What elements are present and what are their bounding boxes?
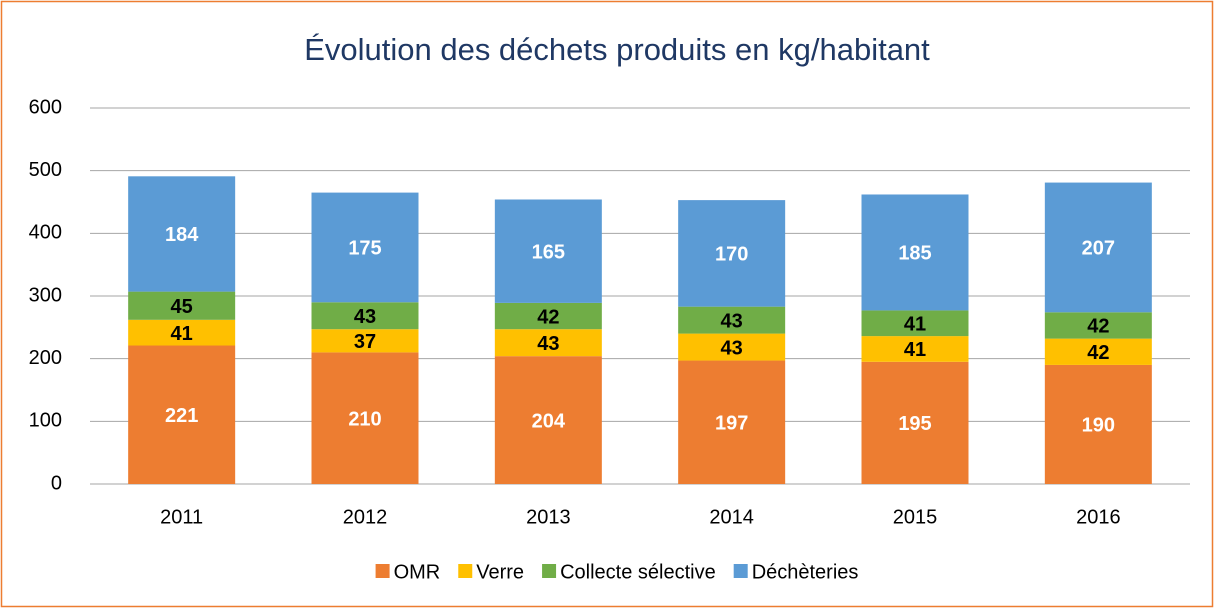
data-label: 197 [715,413,748,435]
data-label: 43 [721,310,743,332]
data-label: 41 [904,314,926,336]
data-label: 207 [1082,238,1115,260]
y-tick-label: 300 [29,284,62,306]
bar-segment [678,306,786,334]
bar-segment [494,356,602,484]
x-tick-label: 2014 [709,506,754,528]
data-label: 195 [898,413,931,435]
legend-label: Verre [476,561,524,583]
bar-segment [1044,364,1152,484]
bar-segment [311,352,419,484]
legend-label: Déchèteries [752,561,859,583]
bar-segment [861,361,969,484]
chart-title: Évolution des déchets produits en kg/hab… [304,32,930,67]
data-label: 41 [904,339,926,361]
plot-area: 0 100 200 300 400 500 600 2011 221 41 45 184 2012 210… [29,96,1190,528]
bar-segment [128,319,236,346]
bar-segment [678,360,786,484]
y-tick-label: 500 [29,159,62,181]
data-label: 221 [165,405,198,427]
data-label: 43 [721,337,743,359]
bar-segment [494,329,602,357]
data-label: 185 [898,243,931,265]
bar-segment [861,194,969,311]
bar-segment [861,336,969,362]
bar-segment [494,302,602,330]
data-label: 42 [537,306,559,328]
data-label: 170 [715,244,748,266]
data-label: 43 [354,306,376,328]
legend-swatch [458,564,473,578]
y-tick-label: 600 [29,96,62,118]
data-label: 42 [1087,316,1109,338]
data-label: 42 [1087,342,1109,364]
legend: OMR Verre Collecte sélective Déchèteries [375,561,859,583]
bar-segment [678,200,786,307]
x-tick-label: 2013 [526,506,571,528]
y-tick-label: 200 [29,347,62,369]
bar-segment [128,291,236,320]
bar-segment [128,345,236,484]
bar-segment [128,176,236,292]
data-label: 184 [165,224,199,246]
data-label: 175 [348,238,381,260]
legend-swatch [542,564,557,578]
bar-segment [311,192,419,303]
bar-segment [861,310,969,337]
data-label: 41 [171,323,193,345]
legend-swatch [733,564,748,578]
data-label: 45 [171,296,193,318]
legend-label: Collecte sélective [560,561,716,583]
data-label: 165 [532,241,565,263]
x-tick-label: 2011 [160,506,203,528]
bar-segment [1044,182,1152,313]
data-label: 43 [537,333,559,355]
data-label: 210 [348,408,381,430]
legend-swatch [375,564,390,578]
x-tick-label: 2015 [893,506,938,528]
x-tick-label: 2012 [343,506,388,528]
bar-segment [311,302,419,330]
bar-segment [311,329,419,353]
data-label: 204 [532,410,566,432]
bar-segment [1044,338,1152,365]
data-label: 37 [354,331,376,353]
x-tick-label: 2016 [1076,506,1121,528]
y-tick-label: 100 [29,410,62,432]
y-tick-label: 0 [51,472,62,494]
bar-segment [494,199,602,303]
data-label: 190 [1082,415,1115,437]
bar-segment [678,333,786,361]
bar-segment [1044,312,1152,339]
legend-label: OMR [394,561,441,583]
y-tick-label: 400 [29,222,62,244]
